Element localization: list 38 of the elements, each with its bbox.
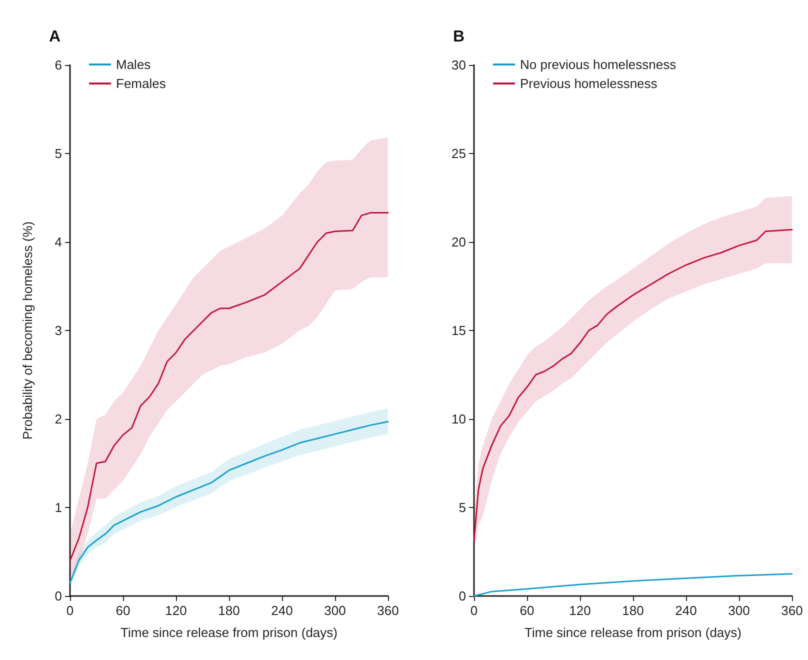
y-tick-label: 10: [452, 412, 466, 426]
y-tick-label: 5: [458, 500, 466, 515]
x-axis-title: Time since release from prison (days): [120, 625, 338, 640]
line-series: [69, 212, 389, 562]
legend-label: Females: [116, 76, 166, 91]
x-tick-label: 360: [377, 603, 399, 618]
x-tick-label: 120: [165, 603, 187, 618]
y-tick-label: 15: [452, 323, 466, 338]
y-tick-label: 5: [54, 146, 62, 161]
x-tick-label: 240: [271, 603, 293, 618]
y-tick-label: 3: [54, 323, 62, 338]
y-tick-label: 2: [54, 412, 62, 426]
x-tick-label: 60: [116, 603, 130, 618]
y-tick-label: 4: [54, 234, 62, 250]
y-tick-label: 30: [452, 58, 466, 72]
y-axis-title: Probability of becoming homeless (%): [20, 221, 35, 440]
legend-label: Previous homelessness: [520, 76, 658, 91]
x-tick-label: 240: [675, 603, 697, 618]
y-tick-label: 0: [458, 588, 466, 604]
chart-title: B: [453, 28, 465, 46]
x-tick-label: 120: [569, 603, 591, 618]
legend-label: No previous homelessness: [520, 57, 677, 72]
y-tick-label: 6: [54, 58, 62, 72]
x-tick-label: 60: [520, 603, 534, 618]
x-tick-label: 0: [470, 603, 478, 618]
chart-title: A: [49, 28, 61, 46]
x-tick-label: 360: [781, 603, 803, 618]
x-axis-title: Time since release from prison (days): [524, 625, 742, 640]
y-tick-label: 0: [54, 588, 62, 604]
x-tick-label: 180: [218, 603, 240, 618]
x-tick-label: 300: [324, 603, 346, 618]
y-tick-label: 25: [452, 146, 466, 161]
x-tick-label: 180: [622, 603, 644, 618]
y-tick-label: 1: [54, 500, 62, 515]
y-tick-label: 20: [452, 234, 466, 250]
x-tick-label: 300: [728, 603, 750, 618]
x-tick-label: 0: [66, 603, 74, 618]
legend-label: Males: [116, 57, 152, 72]
